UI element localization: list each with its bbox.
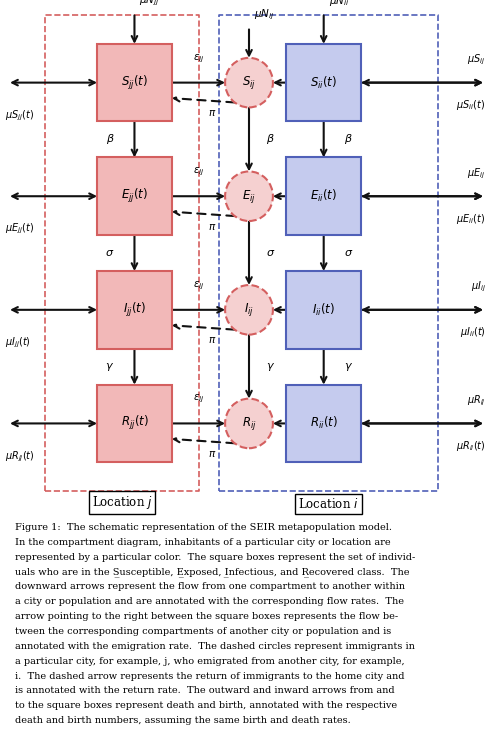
Text: In the compartment diagram, inhabitants of a particular city or location are: In the compartment diagram, inhabitants … — [15, 538, 390, 547]
Text: $I_{jj}(t)$: $I_{jj}(t)$ — [123, 301, 146, 319]
Text: $I_{ij}$: $I_{ij}$ — [244, 302, 254, 318]
Text: $\epsilon_{ij}$: $\epsilon_{ij}$ — [193, 52, 204, 65]
Text: $\mu S_{jj}(t)$: $\mu S_{jj}(t)$ — [5, 108, 34, 123]
Text: $\pi$: $\pi$ — [208, 335, 217, 345]
Text: Location $i$: Location $i$ — [298, 497, 359, 511]
Circle shape — [225, 399, 273, 448]
Text: i.  The dashed arrow represents the return of immigrants to the home city and: i. The dashed arrow represents the retur… — [15, 672, 404, 681]
Text: a city or population and are annotated with the corresponding flow rates.  The: a city or population and are annotated w… — [15, 597, 404, 606]
Text: $\mu I_{ii}(t)$: $\mu I_{ii}(t)$ — [460, 325, 486, 340]
Circle shape — [225, 285, 273, 334]
Text: $\mu N_{jj}$: $\mu N_{jj}$ — [139, 0, 160, 7]
Text: $\mu S_{ii}(t)$: $\mu S_{ii}(t)$ — [456, 98, 486, 112]
Text: $\mu E_{ii}(t)$: $\mu E_{ii}(t)$ — [457, 212, 486, 226]
Text: $S_{jj}(t)$: $S_{jj}(t)$ — [121, 74, 148, 91]
Text: $E_{ii}(t)$: $E_{ii}(t)$ — [310, 188, 337, 204]
Text: $\epsilon_{ij}$: $\epsilon_{ij}$ — [193, 279, 204, 292]
Circle shape — [225, 172, 273, 221]
Text: downward arrows represent the flow from one compartment to another within: downward arrows represent the flow from … — [15, 583, 405, 591]
Text: Figure 1:  The schematic representation of the SEIR metapopulation model.: Figure 1: The schematic representation o… — [15, 523, 392, 532]
Text: $R_{ij}$: $R_{ij}$ — [242, 415, 256, 432]
Text: $\pi$: $\pi$ — [208, 108, 217, 118]
FancyBboxPatch shape — [97, 271, 172, 348]
Text: $I_{ii}(t)$: $I_{ii}(t)$ — [312, 302, 335, 318]
Text: $E_{ij}$: $E_{ij}$ — [242, 188, 256, 205]
Text: $\gamma$: $\gamma$ — [344, 360, 353, 373]
Text: $\epsilon_{ij}$: $\epsilon_{ij}$ — [193, 166, 204, 178]
Text: $\epsilon_{ij}$: $\epsilon_{ij}$ — [193, 393, 204, 406]
Text: $\pi$: $\pi$ — [208, 222, 217, 232]
Text: $\sigma$: $\sigma$ — [344, 248, 353, 258]
Text: Location $j$: Location $j$ — [92, 494, 152, 511]
Text: $S_{ij}$: $S_{ij}$ — [242, 74, 256, 91]
Text: $E_{jj}(t)$: $E_{jj}(t)$ — [121, 187, 148, 205]
Text: $\beta$: $\beta$ — [266, 132, 275, 146]
Text: uals who are in the S̲usceptible, E̲xposed, I̲nfectious, and R̲ecovered class.  : uals who are in the S̲usceptible, E̲xpos… — [15, 567, 409, 577]
Text: tween the corresponding compartments of another city or population and is: tween the corresponding compartments of … — [15, 627, 391, 636]
Text: represented by a particular color.  The square boxes represent the set of indivi: represented by a particular color. The s… — [15, 553, 415, 562]
FancyBboxPatch shape — [97, 44, 172, 121]
Text: $\pi$: $\pi$ — [208, 449, 217, 459]
Text: $\mu R_{ij}$: $\mu R_{ij}$ — [467, 394, 486, 408]
FancyBboxPatch shape — [97, 158, 172, 235]
Text: $\sigma$: $\sigma$ — [266, 248, 276, 258]
FancyBboxPatch shape — [286, 385, 361, 462]
Text: $\sigma$: $\sigma$ — [105, 248, 115, 258]
FancyBboxPatch shape — [286, 44, 361, 121]
Text: $\beta$: $\beta$ — [344, 132, 353, 146]
FancyBboxPatch shape — [286, 158, 361, 235]
Text: $\mu R_{jj}(t)$: $\mu R_{jj}(t)$ — [5, 450, 35, 464]
Text: $S_{ii}(t)$: $S_{ii}(t)$ — [310, 74, 337, 91]
Text: $\mu I_{ij}$: $\mu I_{ij}$ — [471, 280, 486, 294]
Text: annotated with the emigration rate.  The dashed circles represent immigrants in: annotated with the emigration rate. The … — [15, 642, 415, 651]
Text: $\beta$: $\beta$ — [106, 132, 115, 146]
Circle shape — [225, 58, 273, 108]
Text: $\mu S_{ij}$: $\mu S_{ij}$ — [467, 53, 486, 67]
Text: $R_{ii}(t)$: $R_{ii}(t)$ — [310, 415, 338, 432]
Text: $\mu N_{ij}$: $\mu N_{ij}$ — [254, 7, 274, 22]
Text: $\gamma$: $\gamma$ — [106, 360, 115, 373]
Text: $\mu R_{ii}(t)$: $\mu R_{ii}(t)$ — [456, 439, 486, 453]
Text: $\mu I_{jj}(t)$: $\mu I_{jj}(t)$ — [5, 336, 31, 350]
Text: $R_{jj}(t)$: $R_{jj}(t)$ — [121, 415, 148, 432]
Text: $\mu E_{ij}$: $\mu E_{ij}$ — [467, 166, 486, 181]
Text: arrow pointing to the right between the square boxes represents the flow be-: arrow pointing to the right between the … — [15, 612, 398, 621]
Text: $\mu E_{jj}(t)$: $\mu E_{jj}(t)$ — [5, 222, 34, 236]
Text: to the square boxes represent death and birth, annotated with the respective: to the square boxes represent death and … — [15, 701, 397, 710]
Text: death and birth numbers, assuming the same birth and death rates.: death and birth numbers, assuming the sa… — [15, 716, 351, 725]
Text: $\mu N_{ii}$: $\mu N_{ii}$ — [329, 0, 349, 7]
Text: is annotated with the return rate.  The outward and inward arrows from and: is annotated with the return rate. The o… — [15, 687, 394, 695]
Text: $\gamma$: $\gamma$ — [266, 360, 275, 373]
Text: a particular city, for example, j, who emigrated from another city, for example,: a particular city, for example, j, who e… — [15, 657, 404, 666]
FancyBboxPatch shape — [286, 271, 361, 348]
FancyBboxPatch shape — [97, 385, 172, 462]
